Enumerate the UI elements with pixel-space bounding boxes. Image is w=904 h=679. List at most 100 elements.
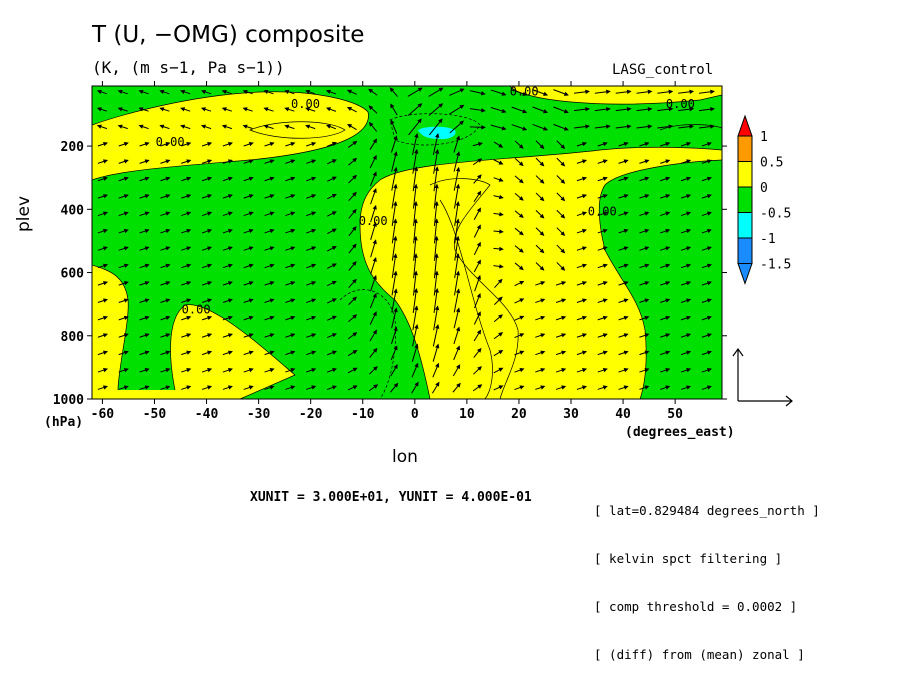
vector-arrowhead [522, 126, 528, 131]
vector-arrowhead [311, 176, 317, 181]
vector-arrow [433, 149, 439, 174]
vector-arrowhead [706, 315, 712, 321]
vector-arrowhead [144, 298, 150, 303]
x-tick-label: 20 [511, 407, 527, 422]
vector-arrowhead [413, 183, 418, 189]
vector-arrow [412, 167, 417, 192]
vector-arrowhead [686, 333, 692, 338]
vector-arrowhead [372, 204, 377, 210]
vector-arrowhead [227, 385, 233, 390]
vector-arrowhead [159, 107, 165, 112]
vector-arrow [433, 289, 438, 313]
vector-arrowhead [561, 385, 567, 390]
vector-arrowhead [710, 124, 715, 129]
colorbar-label: -1.5 [760, 258, 791, 273]
vector-arrowhead [248, 211, 254, 216]
vector-arrowhead [305, 107, 311, 112]
vector-arrowhead [456, 364, 461, 370]
vector-arrowhead [248, 368, 254, 373]
vector-arrowhead [413, 166, 419, 172]
vector-arrowhead [414, 148, 419, 154]
vector-arrowhead [644, 194, 650, 199]
y-tick-label: 200 [61, 140, 85, 155]
vector-arrowhead [123, 141, 129, 147]
vector-arrowhead [706, 246, 712, 251]
vector-arrowhead [518, 265, 524, 271]
vector-arrowhead [582, 298, 588, 303]
vector-arrowhead [686, 228, 692, 234]
vector-arrowhead [165, 211, 171, 216]
vector-arrowhead [290, 159, 296, 164]
contour-label: 0.00 [182, 303, 211, 317]
vector-arrowhead [96, 107, 102, 112]
vector-arrowhead [710, 107, 715, 112]
vector-arrowhead [644, 141, 650, 147]
vector-arrowhead [665, 315, 671, 321]
colorbar-cap-top [737, 114, 753, 137]
vector-arrowhead [144, 333, 150, 338]
vector-arrowhead [200, 107, 206, 112]
vector-arrowhead [311, 194, 317, 199]
vector-arrowhead [414, 343, 419, 349]
vector-arrowhead [165, 246, 171, 251]
vector-arrowhead [706, 350, 712, 355]
vector-arrowhead [623, 194, 629, 199]
vector-arrowhead [644, 298, 650, 303]
vector-arrowhead [582, 368, 588, 373]
vector-arrowhead [665, 350, 671, 355]
vector-arrowhead [414, 132, 419, 138]
vector-arrowhead [352, 332, 358, 337]
x-tick-label: -10 [351, 407, 375, 422]
vector-arrowhead [372, 329, 377, 335]
vector-arrowhead [144, 350, 150, 355]
contour-plot: 0.00 0.00 0.00 0.00 0.00 0.00 0.00 -60 -50 -40 -3… [53, 81, 793, 422]
x-axis: -60 -50 -40 -30 -20 -10 0 10 20 30 40 50 [91, 81, 683, 422]
vector-arrowhead [540, 281, 546, 286]
vector-arrowhead [117, 107, 123, 112]
vector-arrowhead [165, 315, 171, 321]
colorbar-label: 1 [760, 130, 768, 145]
vector-arrowhead [138, 89, 144, 94]
y-tick-label: 600 [61, 267, 85, 282]
vector-arrowhead [459, 120, 464, 126]
vector-arrowhead [186, 176, 192, 181]
vector-arrowhead [390, 103, 395, 109]
vector-arrowhead [644, 228, 650, 234]
vector-arrowhead [393, 218, 398, 224]
vector-arrowhead [393, 253, 398, 259]
vector-arrowhead [207, 333, 213, 338]
chart-title: T (U, −OMG) composite [92, 22, 365, 48]
vector-arrowhead [263, 124, 269, 129]
vector-arrowhead [585, 89, 590, 94]
vector-arrowhead [311, 228, 317, 234]
vector-arrowhead [207, 194, 213, 199]
vector-arrowhead [623, 333, 629, 338]
vector-arrowhead [501, 126, 507, 131]
vector-arrowhead [165, 368, 171, 373]
vector-arrowhead [498, 143, 504, 148]
vector-arrowhead [478, 142, 483, 147]
vector-arrowhead [602, 368, 608, 373]
vector-arrowhead [459, 88, 465, 93]
vector-arrow [433, 271, 438, 296]
vector-arrowhead [561, 368, 567, 373]
vector-arrowhead [165, 333, 171, 338]
colorbar-segment [737, 161, 753, 188]
vector-arrowhead [123, 350, 129, 355]
vector-arrowhead [518, 178, 524, 184]
vector-arrowhead [227, 350, 233, 355]
note-line: [ (diff) from (mean) zonal ] [594, 647, 805, 662]
vector-arrowhead [290, 228, 296, 234]
vector-arrowhead [644, 176, 650, 181]
vector-arrow [453, 184, 459, 209]
vector-arrowhead [602, 228, 608, 234]
vector-arrowhead [393, 166, 398, 172]
vector-arrowhead [539, 248, 545, 254]
vector-arrowhead [123, 228, 129, 234]
vector-arrowhead [290, 385, 296, 390]
vector-arrowhead [311, 385, 317, 390]
vector-arrowhead [248, 176, 254, 181]
vector-arrowhead [144, 246, 150, 251]
vector-arrowhead [417, 103, 423, 108]
vector-arrowhead [373, 384, 379, 389]
